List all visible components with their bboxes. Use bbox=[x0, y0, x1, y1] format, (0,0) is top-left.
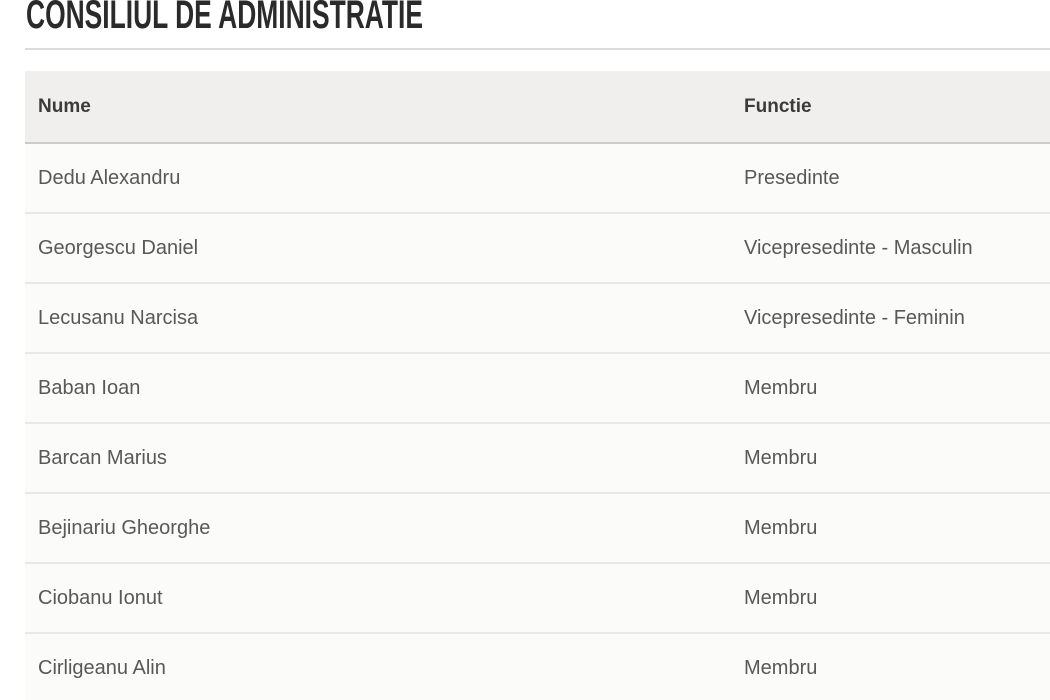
cell-nume: Lecusanu Narcisa bbox=[25, 283, 731, 354]
column-header-functie: Functie bbox=[731, 71, 1050, 144]
table-row: Georgescu Daniel Vicepresedinte - Mascul… bbox=[25, 213, 1050, 284]
cell-nume: Bejinariu Gheorghe bbox=[25, 493, 731, 564]
table-body: Dedu Alexandru Presedinte Georgescu Dani… bbox=[25, 143, 1050, 700]
cell-functie: Membru bbox=[731, 493, 1050, 564]
cell-functie: Membru bbox=[731, 563, 1050, 634]
cell-nume: Barcan Marius bbox=[25, 423, 731, 494]
cell-functie: Vicepresedinte - Masculin bbox=[731, 213, 1050, 284]
cell-functie: Membru bbox=[731, 353, 1050, 424]
table-row: Lecusanu Narcisa Vicepresedinte - Femini… bbox=[25, 283, 1050, 354]
cell-nume: Ciobanu Ionut bbox=[25, 563, 731, 634]
cell-nume: Cirligeanu Alin bbox=[25, 633, 731, 700]
table-row: Barcan Marius Membru bbox=[25, 423, 1050, 494]
board-table: Nume Functie Dedu Alexandru Presedinte G… bbox=[25, 71, 1050, 700]
table-row: Cirligeanu Alin Membru bbox=[25, 633, 1050, 700]
table-row: Baban Ioan Membru bbox=[25, 353, 1050, 424]
column-header-nume: Nume bbox=[25, 71, 731, 144]
cell-functie: Membru bbox=[731, 633, 1050, 700]
page-title: CONSILIUL DE ADMINISTRATIE bbox=[26, 0, 423, 37]
table-header-row: Nume Functie bbox=[25, 71, 1050, 144]
table-row: Bejinariu Gheorghe Membru bbox=[25, 493, 1050, 564]
cell-nume: Dedu Alexandru bbox=[25, 143, 731, 214]
table-header: Nume Functie bbox=[25, 71, 1050, 144]
cell-functie: Presedinte bbox=[731, 143, 1050, 214]
cell-functie: Vicepresedinte - Feminin bbox=[731, 283, 1050, 354]
table-row: Ciobanu Ionut Membru bbox=[25, 563, 1050, 634]
cell-nume: Baban Ioan bbox=[25, 353, 731, 424]
cell-functie: Membru bbox=[731, 423, 1050, 494]
title-divider bbox=[25, 48, 1050, 50]
cell-nume: Georgescu Daniel bbox=[25, 213, 731, 284]
table-row: Dedu Alexandru Presedinte bbox=[25, 143, 1050, 214]
